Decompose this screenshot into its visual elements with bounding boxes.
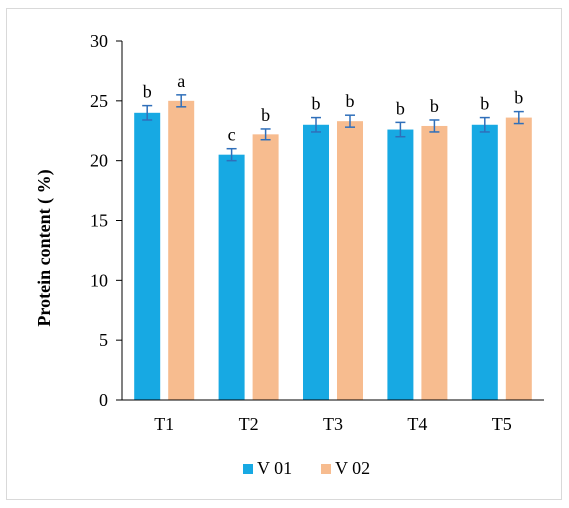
legend-swatch	[243, 464, 253, 474]
bar-v02-t2	[252, 134, 279, 400]
bars-group: b a c b b b b b b b	[134, 71, 532, 401]
legend-label: V 02	[335, 458, 370, 478]
y-axis-ticks: 0 5 10 15 20 25 30	[90, 31, 123, 410]
legend: V 01 V 02	[243, 458, 370, 478]
significance-label: b	[312, 94, 321, 114]
significance-label: b	[430, 96, 439, 116]
significance-label: b	[346, 91, 355, 111]
significance-label: b	[143, 82, 152, 102]
significance-label: b	[396, 98, 405, 118]
bar-v01-t4	[387, 129, 414, 400]
y-tick-label: 0	[99, 390, 108, 410]
significance-label: b	[480, 94, 489, 114]
legend-swatch	[321, 464, 331, 474]
chart-frame	[6, 8, 562, 500]
x-category-label: T3	[323, 414, 343, 434]
x-category-label: T4	[407, 414, 427, 434]
y-tick-label: 25	[90, 91, 108, 111]
x-category-label: T2	[239, 414, 259, 434]
y-tick-label: 5	[99, 330, 108, 350]
significance-label: c	[228, 125, 236, 145]
bar-v02-t3	[337, 121, 363, 400]
y-tick-label: 15	[90, 211, 108, 231]
bar-v02-t5	[505, 117, 532, 400]
y-tick-label: 30	[90, 31, 108, 51]
bar-v01-t3	[303, 124, 329, 401]
legend-label: V 01	[257, 458, 292, 478]
bar-v02-t4	[421, 125, 448, 401]
y-tick-label: 10	[90, 270, 108, 290]
x-category-label: T5	[492, 414, 512, 434]
bar-v02-t1	[168, 100, 195, 400]
y-tick-label: 20	[90, 151, 108, 171]
bar-v01-t2	[218, 154, 245, 400]
significance-label: b	[261, 105, 270, 125]
bar-v01-t1	[134, 112, 161, 401]
x-axis: T1 T2 T3 T4 T5	[122, 399, 544, 434]
significance-label: b	[514, 88, 523, 108]
x-category-label: T1	[154, 414, 174, 434]
y-axis-label: Protein content ( %)	[34, 169, 55, 326]
significance-label: a	[177, 71, 185, 91]
bar-v01-t5	[471, 124, 498, 401]
